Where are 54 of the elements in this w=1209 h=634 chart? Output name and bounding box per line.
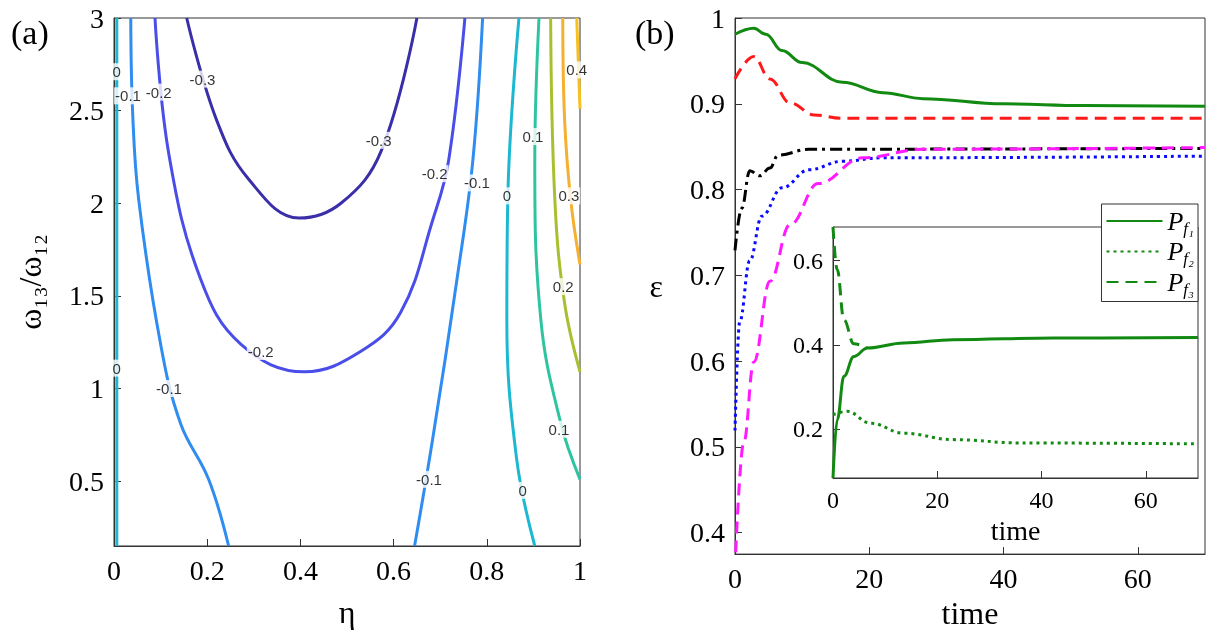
x-tick-label: 0 (728, 562, 742, 594)
annotation: 0.2 (552, 278, 574, 296)
annotation: -0.1 (464, 174, 490, 192)
x-axis-title: η (338, 594, 356, 630)
x-tick-label: 0 (107, 554, 121, 586)
y-tick-label: 0.7 (690, 259, 725, 291)
y-tick-label: 0.5 (69, 465, 104, 497)
annotation: 0.4 (566, 61, 588, 79)
y-axis-title: ε (649, 268, 663, 305)
y-tick-label: 0.8 (690, 174, 725, 206)
x-axis-title: time (941, 595, 999, 631)
x-tick-label: 20 (925, 487, 950, 513)
annotation: 0.3 (558, 187, 580, 205)
y-tick-label: 0.6 (690, 345, 725, 377)
y-tick-label: 1 (90, 373, 104, 405)
y-tick-label: 3 (90, 2, 104, 34)
annotation: -0.3 (189, 70, 216, 88)
annotation: -0.2 (247, 342, 274, 360)
y-tick-label: 1 (711, 2, 725, 34)
annotation: -0.1 (115, 87, 141, 105)
annotation: 0 (112, 359, 121, 377)
y-tick-label: 2.5 (69, 95, 104, 127)
y-tick-label: 0.6 (793, 247, 823, 274)
annotation: -0.2 (145, 83, 172, 101)
x-tick-label: 1 (573, 554, 587, 586)
y-tick-label: 0.4 (690, 517, 725, 549)
y-tick-label: 0.5 (690, 431, 725, 463)
y-axis-title: ω₁₃/ω₁₂ (12, 234, 48, 330)
x-tick-label: 0.2 (189, 554, 225, 586)
annotation: -0.1 (416, 470, 442, 488)
y-tick-label: 0.4 (793, 332, 823, 359)
annotation: -0.1 (156, 380, 182, 398)
annotation: 0 (502, 187, 512, 205)
annotation: -0.2 (421, 165, 448, 183)
chart-title: (b) (635, 13, 675, 52)
x-tick-label: 20 (855, 562, 884, 594)
x-tick-label: 40 (1029, 487, 1054, 513)
x-tick-label: 0.6 (376, 554, 412, 586)
x-tick-label: 40 (989, 562, 1018, 594)
x-tick-label: 0.8 (469, 554, 505, 586)
x-tick-label: 60 (1123, 562, 1152, 594)
y-tick-label: 2 (90, 187, 104, 219)
annotation: 0 (112, 63, 121, 81)
y-tick-label: 0.2 (793, 416, 823, 443)
x-tick-label: 0 (827, 487, 839, 513)
annotation: -0.3 (365, 131, 392, 149)
y-tick-label: 0.9 (690, 88, 725, 120)
x-tick-label: 0.4 (282, 554, 318, 586)
annotation: 0.1 (522, 128, 544, 146)
x-axis-title: time (990, 515, 1041, 547)
y-tick-label: 1.5 (69, 280, 104, 312)
x-tick-label: 60 (1133, 487, 1158, 513)
chart-title: (a) (11, 13, 49, 52)
annotation: 0.1 (548, 420, 570, 438)
